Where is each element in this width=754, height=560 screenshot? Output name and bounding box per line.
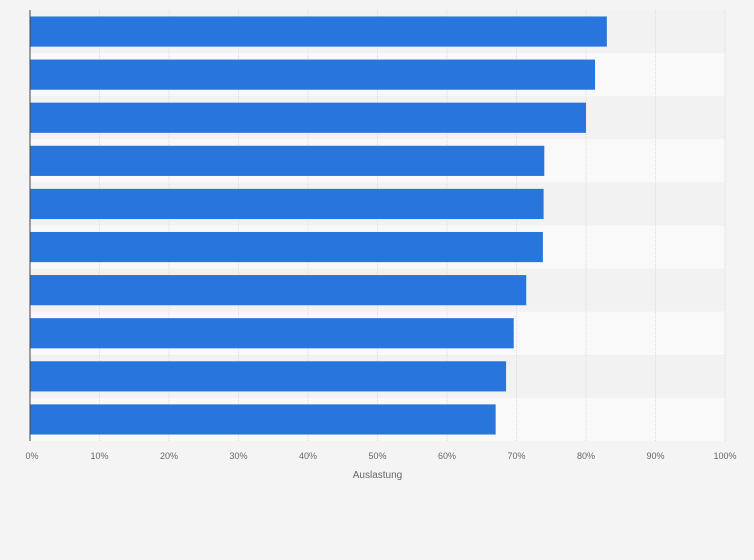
x-tick-label: 20% (160, 451, 178, 461)
x-tick-label: 90% (646, 451, 664, 461)
x-axis-title: Auslastung (353, 470, 402, 481)
x-tick-label: 10% (90, 451, 108, 461)
x-tick-label: 70% (507, 451, 525, 461)
x-tick-label: 40% (299, 451, 317, 461)
bar (30, 275, 527, 306)
x-tick-label: 80% (577, 451, 595, 461)
x-tick-label: 60% (438, 451, 456, 461)
bar (30, 404, 496, 435)
x-axis-ticks: 0% 10% 20% 30% 40% 50% 60% 70% 80% 90% 100% (25, 451, 736, 461)
bar (30, 145, 545, 176)
x-tick-label: 100% (713, 451, 736, 461)
bar (30, 318, 514, 349)
x-tick-label: 50% (368, 451, 386, 461)
bar (30, 102, 586, 133)
x-tick-label: 0% (25, 451, 38, 461)
bars (30, 16, 607, 435)
bar (30, 231, 543, 263)
bar (30, 59, 596, 90)
bar (30, 361, 507, 392)
x-tick-label: 30% (229, 451, 247, 461)
bar (30, 16, 607, 47)
bar (30, 188, 544, 220)
